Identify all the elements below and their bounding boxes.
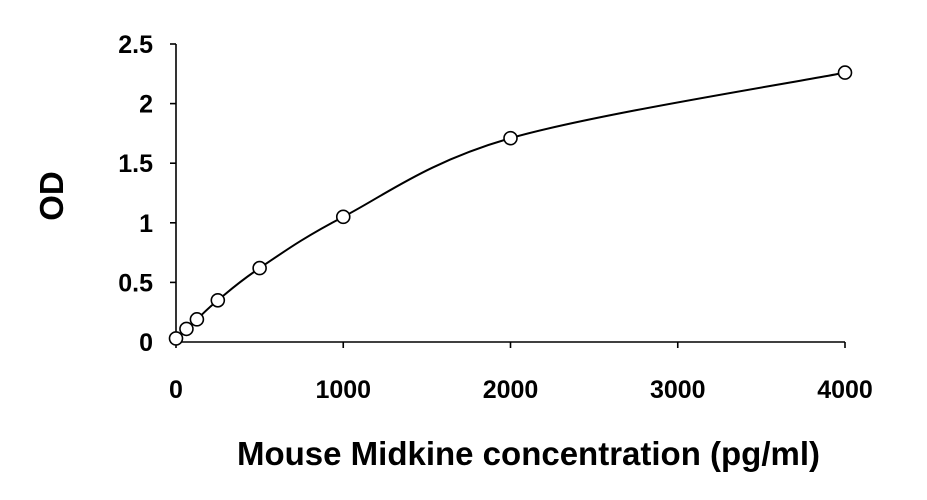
data-point bbox=[503, 130, 518, 146]
x-tick-label: 4000 bbox=[817, 376, 873, 404]
y-tick-label: 1 bbox=[139, 210, 153, 238]
data-point bbox=[210, 292, 226, 308]
data-points bbox=[168, 65, 853, 346]
x-tick-label: 2000 bbox=[483, 376, 539, 404]
data-point bbox=[168, 331, 184, 346]
data-point bbox=[335, 209, 351, 225]
y-tick-label: 0 bbox=[139, 329, 153, 357]
y-axis-ticks: 0 0.5 1 1.5 2 2.5 bbox=[118, 31, 176, 357]
y-tick-label: 2 bbox=[139, 91, 153, 119]
data-point bbox=[179, 321, 194, 337]
x-tick-label: 0 bbox=[169, 376, 183, 404]
data-point bbox=[189, 312, 205, 327]
x-axis-ticks: 0 1000 2000 3000 4000 bbox=[169, 342, 873, 404]
x-axis-title: Mouse Midkine concentration (pg/ml) bbox=[237, 435, 820, 472]
x-tick-label: 3000 bbox=[650, 376, 706, 404]
y-tick-label: 2.5 bbox=[118, 31, 153, 59]
data-point bbox=[837, 65, 853, 80]
y-tick-label: 1.5 bbox=[118, 150, 153, 178]
fitted-curve bbox=[175, 71, 846, 340]
y-axis-title: OD bbox=[33, 171, 70, 221]
y-tick-label: 0.5 bbox=[118, 269, 153, 297]
data-point bbox=[252, 260, 267, 276]
x-tick-label: 1000 bbox=[315, 376, 371, 404]
